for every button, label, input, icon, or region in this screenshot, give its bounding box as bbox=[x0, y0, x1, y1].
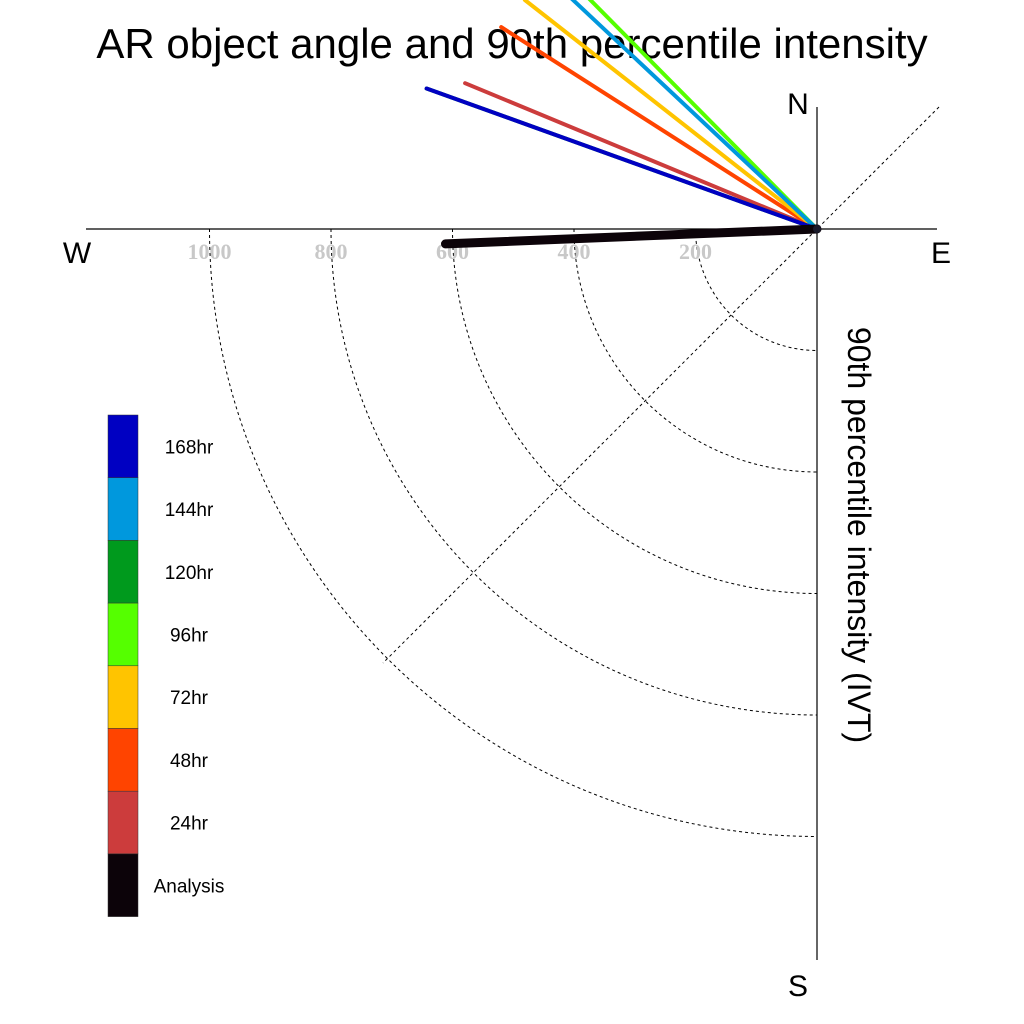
vectors-layer bbox=[424, 0, 822, 249]
south-label: S bbox=[788, 970, 808, 1003]
diagonal-reference-line bbox=[382, 106, 940, 664]
grid-arc-200 bbox=[695, 228, 818, 351]
vector-72hr bbox=[522, 0, 819, 231]
legend-swatch-168hr bbox=[107, 414, 139, 478]
vector-48hr bbox=[499, 25, 819, 231]
polar-grid bbox=[209, 106, 940, 837]
compass-axes bbox=[86, 107, 937, 960]
vector-96hr bbox=[587, 0, 819, 231]
legend-swatch-48hr bbox=[107, 728, 139, 792]
vector-144hr bbox=[570, 0, 819, 231]
grid-arc-1000 bbox=[209, 228, 818, 837]
radial-axis-label: 90th percentile intensity (IVT) bbox=[841, 327, 877, 743]
west-label: W bbox=[63, 237, 92, 270]
origin-dot bbox=[813, 225, 821, 233]
legend-label-96hr: 96hr bbox=[170, 626, 209, 647]
legend-label-72hr: 72hr bbox=[170, 688, 209, 709]
legend-swatch-24hr bbox=[107, 790, 139, 855]
north-label: N bbox=[787, 88, 809, 121]
tick-label-1000: 1000 bbox=[188, 239, 232, 264]
tick-label-200: 200 bbox=[679, 239, 712, 264]
legend-swatch-analysis bbox=[107, 853, 139, 917]
legend-label-144hr: 144hr bbox=[165, 500, 214, 521]
east-label: E bbox=[931, 237, 951, 270]
legend-swatch-120hr bbox=[107, 540, 139, 604]
vector-24hr bbox=[463, 81, 819, 231]
vector-analysis bbox=[441, 224, 822, 249]
tick-label-800: 800 bbox=[315, 239, 348, 264]
vector-168hr bbox=[424, 86, 819, 231]
legend-label-168hr: 168hr bbox=[165, 437, 214, 458]
legend-label-48hr: 48hr bbox=[170, 751, 209, 772]
chart-title: AR object angle and 90th percentile inte… bbox=[96, 20, 927, 67]
legend-swatch-72hr bbox=[107, 665, 139, 729]
legend-label-120hr: 120hr bbox=[165, 563, 214, 584]
legend-label-analysis: Analysis bbox=[154, 876, 225, 897]
grid-arc-800 bbox=[330, 228, 818, 716]
grid-arc-600 bbox=[452, 228, 818, 594]
legend: 168hr 144hr 120hr 96hr 72hr 48hr 24hr Analysis bbox=[107, 414, 225, 917]
legend-swatch-144hr bbox=[107, 477, 139, 541]
legend-label-24hr: 24hr bbox=[170, 814, 209, 835]
grid-arc-400 bbox=[573, 228, 818, 473]
legend-swatch-96hr bbox=[107, 602, 139, 667]
